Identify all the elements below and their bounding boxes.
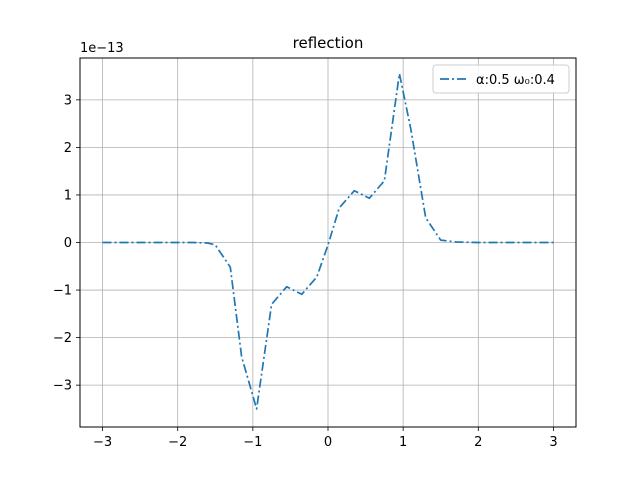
y-tick-label: 3 (64, 93, 72, 108)
y-tick-label: −2 (53, 331, 72, 346)
series-line (102, 72, 554, 410)
plot-frame (79, 57, 577, 428)
x-tick-label: −3 (93, 435, 112, 450)
chart-title: reflection (293, 34, 364, 52)
series-layer (102, 72, 554, 410)
x-tick-label: −1 (243, 435, 262, 450)
legend-box (432, 64, 570, 94)
y-tick-label: 1 (64, 188, 72, 203)
y-tick-label: −1 (53, 284, 72, 299)
x-tick-label: 1 (399, 435, 407, 450)
y-tick-label: −3 (53, 379, 72, 394)
y-tick-label: 0 (64, 236, 72, 251)
ticks: −3 −2 −1 0 1 2 3 3 2 1 0 −1 −2 −3 (53, 93, 558, 450)
x-tick-label: −2 (168, 435, 187, 450)
x-tick-label: 0 (324, 435, 332, 450)
legend-label: α:0.5 ω₀:0.4 (476, 73, 555, 88)
y-tick-label: 2 (64, 141, 72, 156)
legend: α:0.5 ω₀:0.4 (432, 64, 570, 94)
x-tick-label: 3 (549, 435, 557, 450)
x-tick-label: 2 (474, 435, 482, 450)
y-offset-label: 1e−13 (80, 41, 124, 56)
